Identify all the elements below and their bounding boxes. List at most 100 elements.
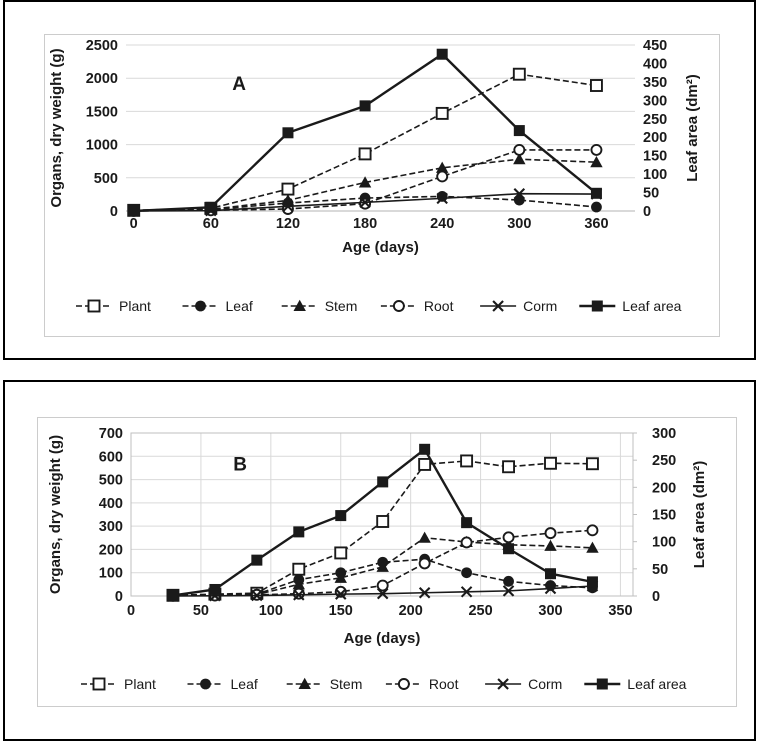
marker-leaf-area [590, 187, 602, 199]
y-axis-right-tick-label: 150 [643, 149, 667, 165]
marker-root [436, 170, 449, 183]
legend-item-root: Root [380, 298, 454, 314]
y-axis-right-tick-label: 200 [643, 130, 667, 146]
marker-stem [292, 578, 305, 590]
marker-corm [418, 586, 431, 599]
marker-corm [335, 588, 347, 600]
legend-item-leaf: Leaf [182, 298, 253, 314]
marker-plant [512, 67, 526, 81]
legend-label: Leaf [226, 298, 253, 314]
legend-label: Stem [330, 676, 363, 692]
marker-plant [435, 106, 449, 120]
marker-root [376, 579, 389, 592]
y-axis-right-tick-label: 400 [643, 56, 667, 72]
marker-plant [460, 454, 474, 468]
y-axis-left-tick-label: 600 [99, 449, 123, 465]
marker-leaf-area [503, 543, 515, 555]
legend-marker-x [492, 300, 504, 312]
marker-leaf-area [359, 100, 371, 112]
chart-b: 0100200300400500600700050100150200250300… [47, 426, 708, 692]
marker-corm [460, 586, 473, 598]
marker-root [418, 557, 431, 570]
legend-label: Plant [119, 298, 151, 314]
x-axis-tick-label: 60 [203, 216, 219, 232]
y-axis-left-tick-label: 100 [99, 566, 123, 582]
marker-leaf-area [461, 517, 473, 529]
marker-leaf-area [513, 125, 525, 137]
marker-corm [282, 200, 294, 213]
x-axis-title: Age (days) [344, 630, 421, 647]
y-axis-right-tick-label: 350 [643, 75, 667, 91]
x-axis-tick-label: 250 [468, 603, 492, 619]
panel-label: B [233, 454, 247, 475]
y-axis-left-tick-label: 500 [99, 473, 123, 489]
marker-corm [293, 589, 305, 601]
legend-marker-x [497, 678, 509, 690]
y-axis-right-tick-label: 300 [643, 93, 667, 109]
marker-corm [359, 196, 371, 209]
legend-marker-filled-circle [200, 678, 211, 690]
marker-leaf-area [544, 568, 556, 580]
marker-plant [334, 546, 348, 560]
marker-leaf-area [419, 443, 431, 455]
y-axis-left-tick-label: 2500 [86, 38, 118, 54]
marker-plant [376, 515, 390, 528]
legend-marker-filled-triangle [298, 677, 311, 689]
x-axis-tick-label: 350 [608, 603, 632, 619]
marker-leaf-area [128, 205, 140, 217]
marker-leaf-area [167, 589, 179, 601]
y-axis-right-tick-label: 50 [652, 562, 668, 578]
marker-leaf [436, 190, 448, 202]
legend-marker-open-circle [397, 678, 410, 690]
x-axis-tick-label: 360 [584, 216, 608, 232]
marker-root [513, 143, 526, 156]
y-axis-left-tick-label: 1500 [86, 104, 118, 120]
marker-plant [418, 457, 432, 471]
marker-leaf-area [436, 48, 448, 60]
marker-stem [418, 531, 431, 543]
marker-plant [292, 562, 306, 576]
figure-a: 0 500 1000 1500 2000 2500 0 50 100 150 200 250 300 35… [44, 34, 720, 337]
marker-stem [334, 571, 347, 583]
marker-leaf-area [293, 526, 305, 538]
marker-plant [502, 460, 515, 474]
y-axis-right-title: Leaf area (dm²) [691, 461, 708, 569]
y-axis-left-tick-label: 400 [99, 496, 123, 512]
legend-marker-open-square [87, 299, 101, 313]
gridlines [126, 44, 635, 212]
y-axis-right-tick-label: 0 [643, 204, 651, 220]
marker-corm [544, 582, 557, 595]
y-axis-right-tick-label: 150 [652, 508, 676, 524]
marker-plant [585, 457, 599, 471]
panel-a: 0 500 1000 1500 2000 2500 0 50 100 150 200 250 300 35… [3, 0, 756, 360]
marker-corm [251, 589, 263, 602]
x-axis-tick-label: 300 [538, 603, 562, 619]
x-axis-tick-label: 150 [329, 603, 353, 619]
marker-stem [435, 161, 449, 173]
legend-marker-filled-triangle [293, 299, 306, 311]
marker-plant [281, 182, 295, 196]
legend-label: Leaf area [627, 676, 686, 692]
legend-item-root: Root [385, 676, 459, 692]
legend-label: Leaf [231, 676, 258, 692]
marker-leaf [461, 567, 472, 579]
y-axis-right-tick-label: 50 [643, 186, 659, 202]
figure-b: 0 100 200 300 400 500 600 700 0 50 100 150 200 250 300… [37, 417, 737, 707]
y-axis-right-tick-label: 200 [652, 480, 676, 496]
y-axis-left-tick-label: 2000 [86, 71, 118, 87]
legend-item-plant: Plant [81, 676, 156, 692]
x-axis-tick-label: 0 [127, 603, 135, 619]
x-axis-tick-label: 240 [430, 216, 454, 232]
x-axis-tick-label: 50 [193, 603, 209, 619]
marker-root [544, 527, 557, 540]
marker-leaf [591, 201, 602, 213]
marker-leaf-area [251, 554, 263, 566]
y-axis-right-tick-label: 0 [652, 589, 660, 605]
x-axis-tick-label: 200 [399, 603, 423, 619]
y-axis-right-tick-label: 450 [643, 38, 667, 54]
y-axis-left-tick-label: 700 [99, 426, 123, 442]
x-axis-tick-label: 100 [259, 603, 283, 619]
marker-stem [590, 155, 603, 168]
marker-leaf-area [205, 201, 217, 213]
